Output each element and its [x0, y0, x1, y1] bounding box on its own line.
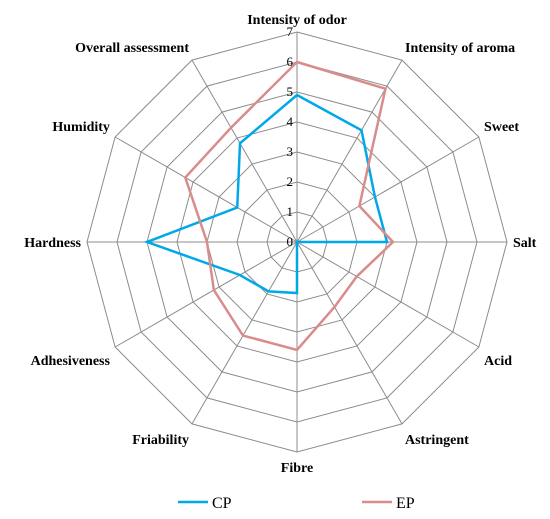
tick-label: 1	[287, 204, 294, 219]
tick-label: 5	[287, 84, 294, 99]
axis-spoke	[191, 59, 298, 243]
axis-label: Intensity of aroma	[405, 41, 515, 56]
axis-label: Acid	[484, 354, 512, 369]
axis-label: Fibre	[281, 461, 313, 476]
axis-spoke	[114, 136, 298, 243]
axis-spoke	[296, 241, 403, 425]
axis-spoke	[114, 241, 298, 348]
tick-label: 4	[287, 114, 294, 129]
legend-label-cp: CP	[212, 495, 232, 512]
tick-label: 3	[287, 144, 294, 159]
series-lines	[143, 60, 395, 352]
axis-label: Humidity	[52, 120, 110, 135]
axis-label: Adhesiveness	[31, 354, 111, 369]
axis-labels: Intensity of odor Intensity of aroma Sweet…	[24, 13, 536, 476]
axis-label: Friability	[132, 433, 189, 448]
tick-label: 6	[287, 54, 294, 69]
tick-label: 7	[287, 24, 294, 39]
axis-label: Hardness	[24, 236, 81, 251]
tick-label: 2	[287, 174, 294, 189]
series-line-cp	[143, 93, 389, 295]
legend-label-ep: EP	[396, 495, 415, 512]
axis-spoke	[296, 241, 480, 348]
axis-label: Astringent	[405, 433, 469, 448]
axis-label: Intensity of odor	[247, 13, 347, 28]
axis-spoke	[191, 241, 298, 425]
radial-tick-labels: 0 1 2 3 4 5 6 7	[287, 24, 294, 249]
axis-label: Sweet	[484, 120, 519, 135]
legend: CP EP	[178, 495, 415, 512]
tick-label: 0	[287, 234, 294, 249]
axis-spoke	[296, 136, 480, 243]
axis-label: Overall assessment	[75, 41, 189, 56]
axis-label: Salt	[513, 236, 537, 251]
series-line-ep	[183, 60, 395, 352]
